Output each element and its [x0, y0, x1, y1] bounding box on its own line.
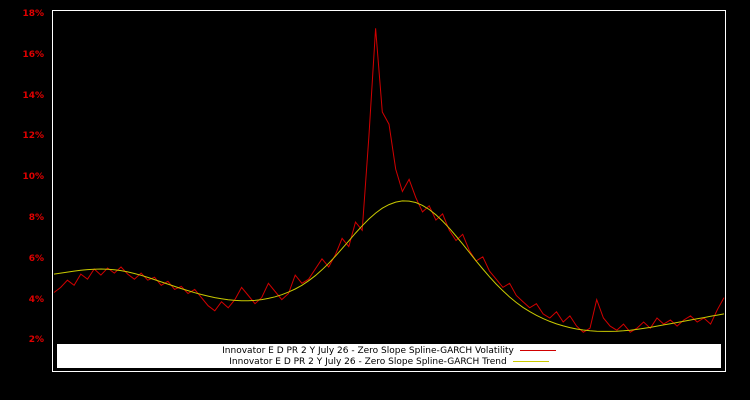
y-axis-label: 8% [28, 213, 44, 224]
y-axis-label: 10% [22, 172, 44, 183]
legend-label-volatility: Innovator E D PR 2 Y July 26 - Zero Slop… [222, 345, 514, 356]
y-axis-label: 18% [22, 9, 44, 20]
legend-label-trend: Innovator E D PR 2 Y July 26 - Zero Slop… [229, 356, 507, 367]
legend-item-trend: Innovator E D PR 2 Y July 26 - Zero Slop… [57, 356, 721, 367]
y-axis-label: 6% [28, 253, 44, 264]
legend: Innovator E D PR 2 Y July 26 - Zero Slop… [57, 344, 721, 368]
legend-sample-volatility-line [519, 350, 556, 351]
y-axis-label: 4% [28, 294, 44, 305]
chart-canvas [53, 28, 725, 333]
y-axis-label: 16% [22, 49, 44, 60]
y-axis-label: 14% [22, 90, 44, 101]
y-axis: 18% 16% 14% 12% 10% 8% 6% 4% 2% [0, 0, 46, 400]
legend-item-volatility: Innovator E D PR 2 Y July 26 - Zero Slop… [57, 345, 721, 356]
volatility-line [53, 28, 725, 333]
plot-area: Innovator E D PR 2 Y July 26 - Zero Slop… [52, 10, 726, 372]
y-axis-label: 2% [28, 335, 44, 346]
y-axis-label: 12% [22, 131, 44, 142]
legend-sample-trend-line [512, 361, 549, 362]
trend-line [53, 200, 725, 332]
